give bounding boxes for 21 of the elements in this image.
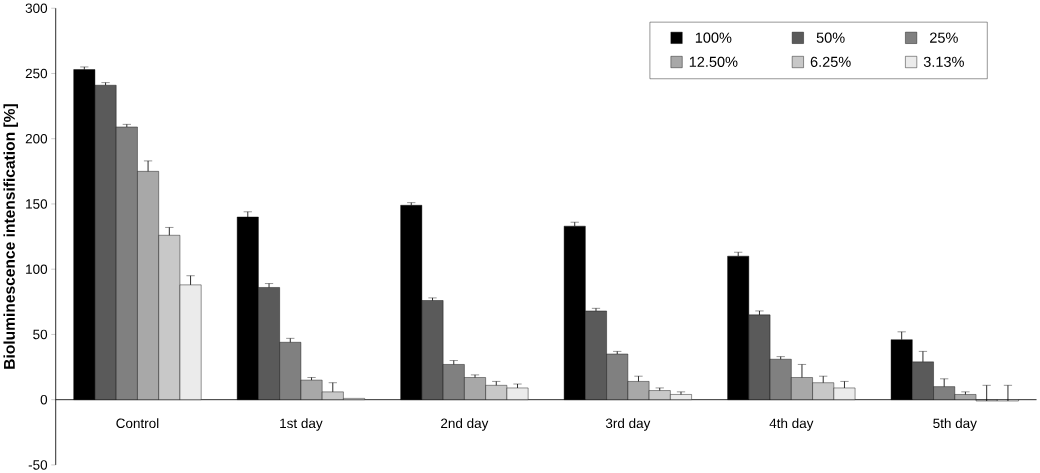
x-tick-label: 3rd day — [605, 418, 651, 431]
legend-label: 100% — [695, 32, 732, 43]
legend-label: 3.13% — [923, 56, 964, 67]
x-tick-label: 4th day — [769, 418, 814, 431]
legend-label: 6.25% — [810, 56, 851, 67]
y-tick-label: 150 — [26, 199, 48, 209]
y-tick-label: 200 — [25, 133, 48, 144]
y-tick-label: -50 — [28, 460, 48, 470]
legend-label: 50% — [816, 32, 845, 43]
y-tick-label: 300 — [25, 3, 48, 13]
y-tick-label: 50 — [33, 329, 48, 340]
x-tick-label: 5th day — [933, 418, 977, 431]
legend-label: 25% — [930, 32, 958, 43]
y-tick-label: 100 — [26, 264, 48, 274]
x-tick-label: Control — [116, 418, 159, 428]
x-tick-label: 1st day — [280, 418, 323, 431]
y-tick-label: 0 — [40, 394, 48, 405]
legend-label: 12.50% — [689, 56, 738, 67]
y-axis-title: Bioluminescence intensification [%] — [3, 104, 18, 369]
x-tick-label: 2nd day — [441, 418, 489, 431]
y-tick-label: 250 — [25, 68, 48, 79]
